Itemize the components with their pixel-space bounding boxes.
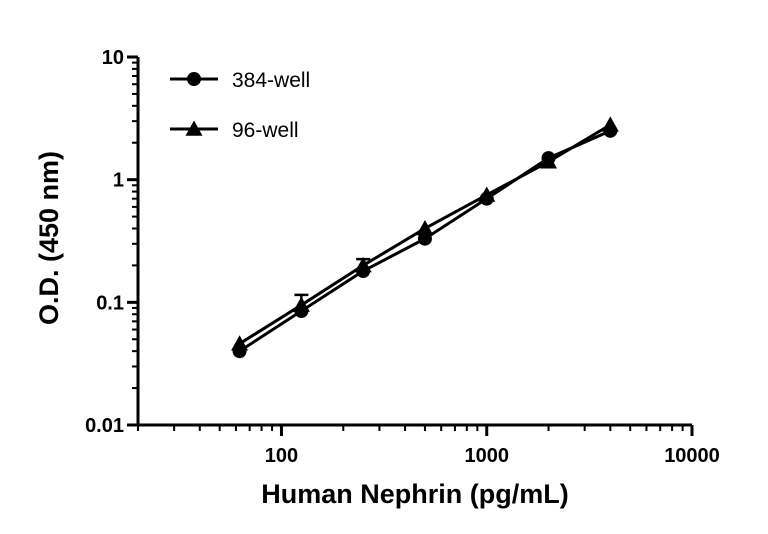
y-tick-label: 0.1 (96, 292, 124, 314)
data-point (540, 153, 558, 169)
data-point (354, 256, 372, 273)
legend-marker (185, 120, 203, 136)
data-point (231, 335, 249, 351)
series-layer (231, 116, 619, 359)
legend: 384-well 96-well (170, 69, 310, 142)
data-point (416, 219, 434, 236)
y-tick-label: 1 (113, 170, 124, 192)
axes: 0.01 0.1 1 10 100 1000 10000 (85, 47, 720, 467)
x-tick-label: 100 (265, 445, 298, 467)
legend-marker (187, 72, 201, 86)
data-point (601, 116, 619, 132)
y-tick-label: 10 (102, 47, 124, 69)
legend-item: 384-well (170, 69, 310, 92)
data-point (292, 296, 310, 312)
y-tick-label: 0.01 (85, 415, 124, 437)
x-tick-label: 1000 (464, 445, 509, 467)
legend-item: 96-well (170, 119, 299, 142)
legend-label: 384-well (232, 69, 310, 92)
legend-label: 96-well (232, 119, 299, 142)
series-96-well (231, 116, 619, 351)
data-point (478, 186, 496, 202)
y-axis-title: O.D. (450 nm) (34, 151, 64, 325)
series-384-well (232, 123, 618, 359)
x-tick-label: 10000 (664, 445, 720, 467)
x-axis-title: Human Nephrin (pg/mL) (261, 479, 568, 509)
